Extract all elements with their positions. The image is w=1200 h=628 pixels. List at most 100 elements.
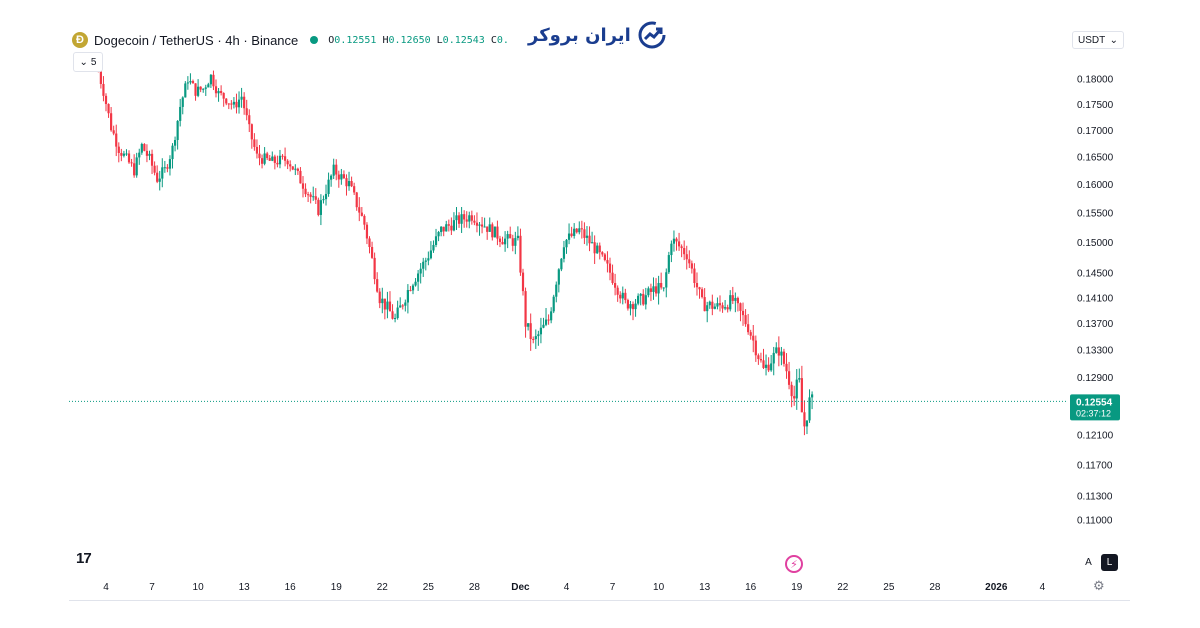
candle	[363, 214, 366, 230]
candle	[749, 329, 752, 340]
x-tick-label: 4	[564, 582, 570, 593]
candle	[790, 381, 793, 408]
candle	[770, 354, 773, 372]
candle	[688, 250, 691, 269]
candle	[588, 226, 591, 252]
ohlc-high: H0.12650	[382, 34, 431, 46]
y-tick-label: 0.11700	[1077, 460, 1113, 471]
candle	[186, 76, 189, 90]
last-price-label: 0.12554	[1076, 397, 1113, 408]
y-tick-label: 0.16500	[1077, 153, 1114, 164]
candle	[386, 291, 389, 319]
candle	[808, 389, 811, 423]
candle	[199, 86, 202, 93]
candle	[532, 336, 535, 344]
candle	[314, 188, 317, 205]
candle	[358, 197, 361, 222]
candle	[442, 226, 445, 237]
candle	[611, 264, 614, 285]
candle	[237, 91, 241, 114]
candle	[455, 207, 458, 230]
candle	[629, 300, 632, 316]
candle	[240, 87, 243, 108]
candle	[759, 352, 763, 363]
candle	[547, 314, 550, 325]
candle	[457, 212, 461, 228]
candle	[189, 73, 192, 85]
symbol-title[interactable]: Dogecoin / TetherUS · 4h · Binance	[94, 32, 299, 48]
candle	[647, 286, 650, 298]
candle	[634, 298, 637, 317]
candle	[194, 83, 197, 101]
candle	[675, 237, 678, 251]
candle	[445, 220, 448, 232]
candle	[368, 236, 371, 254]
candle	[138, 148, 141, 165]
candle	[447, 219, 450, 232]
currency-select[interactable]: USDT ⌄	[1072, 31, 1124, 49]
candle	[665, 268, 668, 298]
candle	[452, 212, 456, 232]
candle	[104, 93, 108, 112]
y-tick-label: 0.18000	[1077, 75, 1114, 86]
candle	[276, 155, 279, 168]
candle	[754, 335, 757, 362]
candle	[117, 142, 120, 163]
y-tick-label: 0.11300	[1077, 492, 1113, 503]
y-axis[interactable]: 0.18000 0.17500 0.17000 0.16500 0.16000 0.155…	[1077, 75, 1114, 527]
candle	[409, 286, 412, 292]
lightning-icon[interactable]: ⚡	[785, 555, 803, 573]
candle	[683, 240, 686, 261]
chart-legend: Ð Dogecoin / TetherUS · 4h · Binance O0.…	[72, 31, 509, 49]
x-tick-label: 16	[745, 582, 757, 593]
log-scale-button[interactable]: L	[1101, 554, 1118, 571]
candle	[150, 149, 154, 175]
candle	[360, 206, 363, 217]
candle	[713, 303, 716, 310]
candle	[739, 302, 742, 322]
candle	[506, 230, 509, 249]
candle	[685, 245, 688, 270]
candle	[291, 166, 294, 171]
candle	[562, 240, 566, 263]
currency-label: USDT	[1078, 34, 1106, 46]
candle	[135, 152, 138, 178]
candle	[353, 182, 356, 195]
x-tick-label: 10	[193, 582, 205, 593]
candle	[800, 365, 803, 413]
candle	[672, 230, 676, 252]
x-tick-label: 22	[377, 582, 389, 593]
candle	[695, 272, 699, 296]
candle	[337, 170, 340, 188]
candle	[330, 174, 333, 187]
indicators-toggle-button[interactable]: ⌄ 5	[73, 52, 103, 72]
gear-icon[interactable]: ⚙	[1093, 578, 1105, 593]
candle	[437, 230, 440, 242]
candle	[583, 222, 586, 245]
auto-scale-button[interactable]: A	[1085, 557, 1092, 568]
x-axis[interactable]: 4 7 10 13 16 19 22 25 28 Dec 4 7 10 13 16 19 22 25 28 2026 4	[103, 582, 1045, 593]
tradingview-logo-icon[interactable]: 17	[76, 550, 92, 567]
candle	[304, 183, 307, 198]
candle	[383, 298, 386, 320]
x-tick-label: 4	[1040, 582, 1046, 593]
candle	[373, 252, 376, 285]
candle	[171, 143, 174, 169]
candle	[125, 149, 128, 156]
candle	[158, 170, 161, 191]
candle	[593, 235, 596, 264]
candle	[744, 309, 747, 327]
chart-frame	[69, 24, 1130, 601]
candle	[245, 99, 248, 121]
candle	[278, 149, 282, 169]
candle	[762, 348, 765, 370]
candle	[419, 263, 422, 284]
candle	[255, 139, 259, 159]
candle	[654, 278, 658, 297]
candle	[516, 226, 519, 241]
candle	[156, 165, 159, 184]
candle	[309, 192, 312, 204]
candle	[347, 171, 351, 191]
candle	[652, 277, 655, 300]
